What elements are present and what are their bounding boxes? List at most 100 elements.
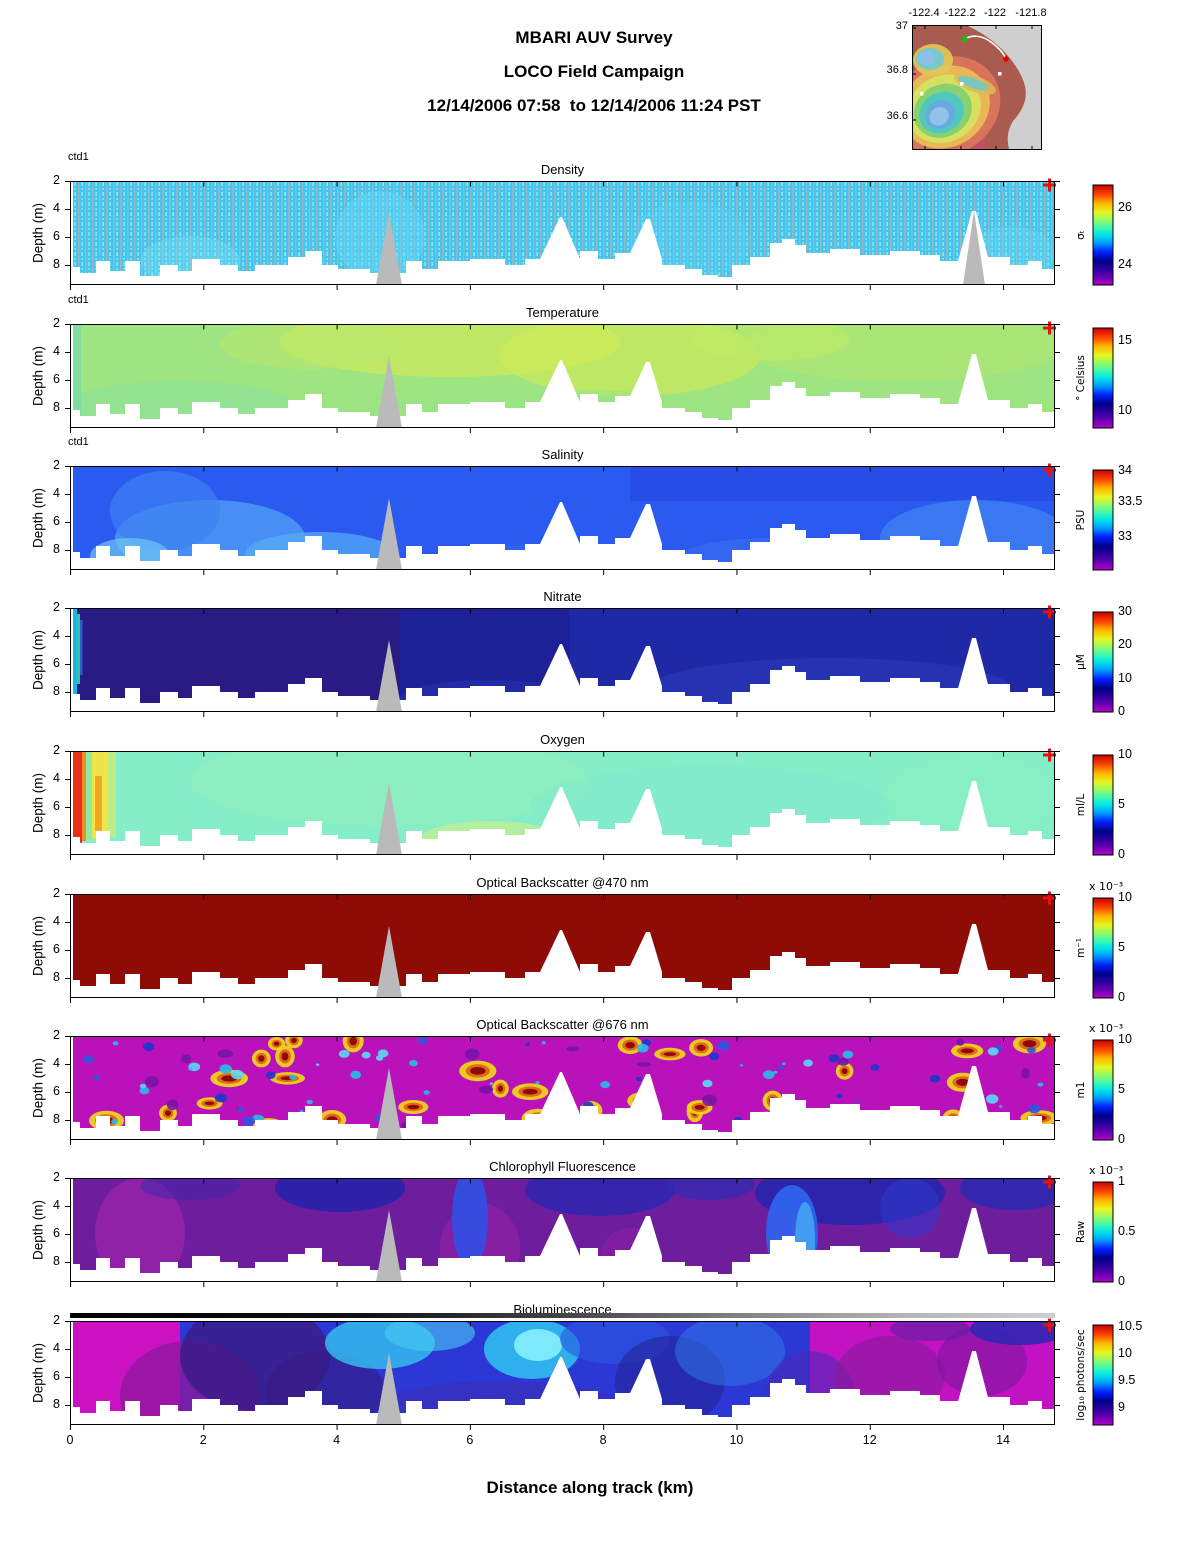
y-tick-label: 2 xyxy=(53,743,60,757)
y-tick-label: 2 xyxy=(53,458,60,472)
y-tick-label: 8 xyxy=(53,970,60,984)
x-tick-label: 4 xyxy=(333,1433,341,1447)
y-tick-label: 2 xyxy=(53,886,60,900)
y-tick-label: 2 xyxy=(53,600,60,614)
panel-title: Optical Backscatter @470 nm xyxy=(476,875,649,890)
colorbar-tick-label: 0 xyxy=(1118,990,1125,1004)
map-lon-tick: -122 xyxy=(983,7,1007,19)
x-tick-label: 0 xyxy=(66,1433,74,1447)
y-tick-label: 4 xyxy=(53,344,60,358)
salinity-section-plot xyxy=(65,463,1060,575)
y-tick-label: 8 xyxy=(53,684,60,698)
colorbar-unit-label: PSU xyxy=(1075,509,1087,531)
panel-title: Chlorophyll Fluorescence xyxy=(489,1159,636,1174)
map-lon-tick: -121.8 xyxy=(1015,7,1047,19)
y-tick-label: 6 xyxy=(53,656,60,670)
track-end-cross-marker xyxy=(1043,891,1056,905)
panel-title: Oxygen xyxy=(540,732,585,747)
y-tick-label: 2 xyxy=(53,316,60,330)
profile-gap-spike xyxy=(376,356,402,428)
colorbar-tick-label: 1 xyxy=(1118,1174,1125,1188)
y-tick-label: 6 xyxy=(53,229,60,243)
backscatter470-section-plot xyxy=(65,891,1060,1003)
x-tick-label: 6 xyxy=(466,1433,474,1447)
auv-track-line xyxy=(964,35,1007,60)
track-end-cross-marker xyxy=(1043,321,1056,335)
colorbar-tick-label: 0 xyxy=(1118,1274,1125,1288)
y-tick-label: 4 xyxy=(53,1341,60,1355)
y-tick-label: 4 xyxy=(53,1198,60,1212)
colorbar-tick-label: 33 xyxy=(1118,529,1132,543)
panel-title: Nitrate xyxy=(543,589,582,604)
profile-gap-spike xyxy=(376,1210,402,1282)
colorbar-tick-label: 10 xyxy=(1118,747,1132,761)
y-tick-label: 2 xyxy=(53,1313,60,1327)
profile-gap-spike xyxy=(376,498,402,570)
profile-gap-spike xyxy=(376,213,402,285)
colorbar-tick-label: 0 xyxy=(1118,1132,1125,1146)
colorbar-tick-label: 0 xyxy=(1118,847,1125,861)
track-end-cross-marker xyxy=(1043,463,1056,477)
y-tick-label: 4 xyxy=(53,486,60,500)
colorbar-unit-label: ° Celsius xyxy=(1075,355,1087,401)
colorbar-tick-label: 20 xyxy=(1118,637,1132,651)
panel-backscatter-676: Optical Backscatter @676 nm Depth (m) x … xyxy=(0,1017,1188,1146)
time-gradient-strip xyxy=(70,1313,1055,1318)
colorbar-tick-label: 10 xyxy=(1118,890,1132,904)
x-tick-label: 14 xyxy=(996,1433,1010,1447)
y-tick-label: 6 xyxy=(53,942,60,956)
y-tick-label: 6 xyxy=(53,514,60,528)
density-section-plot xyxy=(65,178,1060,290)
y-tick-label: 6 xyxy=(53,1226,60,1240)
colorbar xyxy=(1092,754,1116,861)
colorbar xyxy=(1092,897,1116,1004)
colorbar-unit-label: log₁₀ photons/sec xyxy=(1075,1329,1087,1421)
y-tick-label: 4 xyxy=(53,771,60,785)
oxygen-section-plot xyxy=(65,748,1060,860)
track-end-cross-marker xyxy=(1043,1318,1056,1332)
panel-oxygen: Oxygen Depth (m) 10 5 0 xyxy=(0,732,1188,861)
y-tick-label: 8 xyxy=(53,257,60,271)
colorbar-tick-label: 33.5 xyxy=(1118,494,1143,508)
y-tick-label: 8 xyxy=(53,400,60,414)
colorbar-tick-label: 5 xyxy=(1118,797,1125,811)
colorbar-tick-label: 9 xyxy=(1118,1400,1125,1414)
y-tick-label: 4 xyxy=(53,1056,60,1070)
map-lat-tick: 37 xyxy=(895,20,908,32)
colorbar-tick-label: 5 xyxy=(1118,1082,1125,1096)
colorbar-tick-label: 9.5 xyxy=(1118,1373,1136,1387)
figure-title-line3: 12/14/2006 07:58 to 12/14/2006 11:24 PST xyxy=(427,96,761,115)
colorbar-tick-label: 24 xyxy=(1118,257,1132,271)
panel-temperature: ctd1 Temperature Depth (m) 15 10 ° Celsi xyxy=(0,294,1188,433)
profile-gap-spike xyxy=(376,1068,402,1140)
profile-gap-spike xyxy=(376,640,402,712)
profile-gap-spike xyxy=(376,1353,402,1425)
profile-gap-spike xyxy=(963,211,985,285)
x-tick-label: 10 xyxy=(729,1433,744,1447)
track-end-cross-marker xyxy=(1043,748,1056,762)
y-tick-label: 2 xyxy=(53,1170,60,1184)
colorbar-scale-label: x 10⁻³ xyxy=(1089,1022,1124,1035)
instrument-label: ctd1 xyxy=(68,151,89,163)
colorbar xyxy=(1092,469,1116,576)
panel-title: Optical Backscatter @676 nm xyxy=(476,1017,649,1032)
x-tick-label: 2 xyxy=(199,1433,207,1447)
map-lon-tick: -122.2 xyxy=(944,7,976,19)
colorbar-unit-label: Raw xyxy=(1075,1220,1087,1244)
chlorophyll-section-plot xyxy=(65,1175,1060,1287)
track-end-marker xyxy=(1002,55,1010,63)
profile-gap-spike xyxy=(376,783,402,855)
track-end-cross-marker xyxy=(1043,605,1056,619)
colorbar-tick-label: 5 xyxy=(1118,940,1125,954)
figure-title-line1: MBARI AUV Survey xyxy=(515,28,673,47)
colorbar-scale-label: x 10⁻³ xyxy=(1089,1164,1124,1177)
map-lat-tick: 36.8 xyxy=(886,64,908,76)
colorbar xyxy=(1092,184,1116,291)
y-tick-label: 6 xyxy=(53,1084,60,1098)
colorbar-unit-label: m1 xyxy=(1075,1081,1087,1099)
temperature-section-plot xyxy=(65,321,1060,433)
colorbar-tick-label: 10 xyxy=(1118,1346,1132,1360)
profile-gap-spike xyxy=(376,926,402,998)
y-tick-label: 6 xyxy=(53,372,60,386)
